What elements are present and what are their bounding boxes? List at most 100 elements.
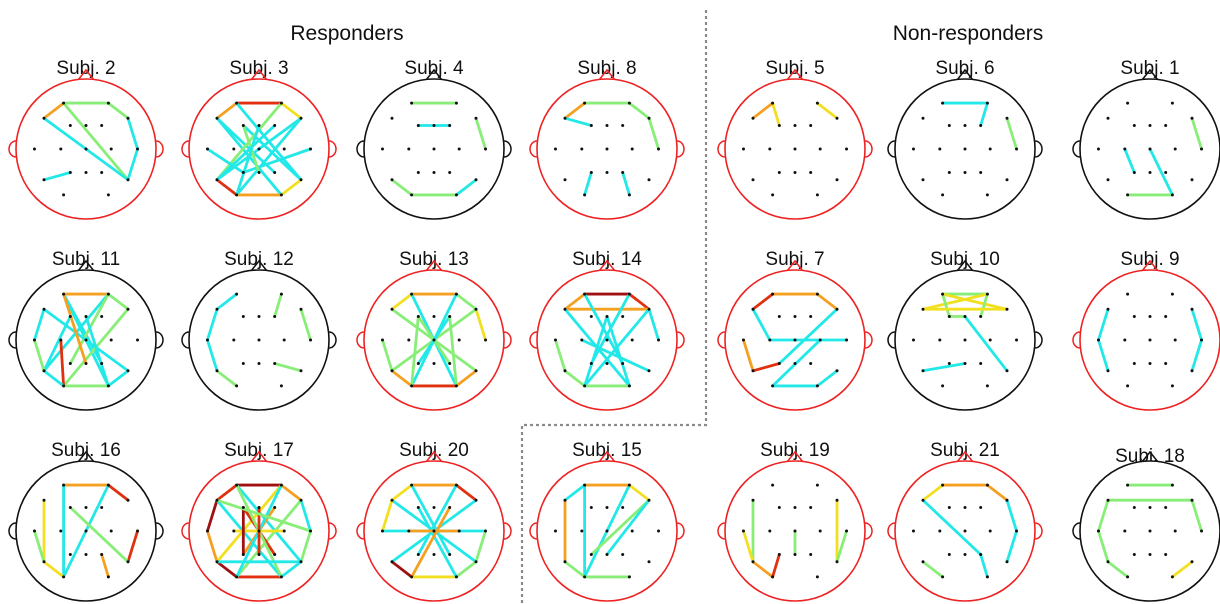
electrode-dot <box>1005 178 1009 182</box>
electrode-dot <box>457 529 461 533</box>
head-plot: Subj. 17 <box>181 440 337 602</box>
electrode-dot <box>454 384 458 388</box>
right-ear <box>1034 331 1043 349</box>
electrode-dot <box>921 116 925 120</box>
electrode-dot <box>299 560 303 564</box>
connection-line <box>279 101 303 120</box>
subject-title: Subj. 9 <box>1120 249 1179 270</box>
nose <box>250 68 268 81</box>
subject-title: Subj. 20 <box>399 440 469 461</box>
connection-line <box>42 560 65 579</box>
connection-line <box>416 506 458 579</box>
subject-title: Subj. 14 <box>572 249 642 270</box>
connection-line <box>454 560 478 579</box>
connection-line <box>62 292 88 365</box>
electrode-dot <box>109 338 113 342</box>
electrode-dot <box>1132 505 1136 509</box>
electrode-dot <box>215 369 219 373</box>
electrode-dot <box>232 147 236 151</box>
head-plot: Subj. 13 <box>356 249 512 411</box>
connection-line <box>1097 307 1110 342</box>
electrode-dot <box>32 147 36 151</box>
connection-line <box>215 124 277 182</box>
electrode-dot <box>1106 307 1110 311</box>
connection-line <box>454 292 478 311</box>
electrode-dot <box>777 553 781 557</box>
electrode-dot <box>1148 553 1152 557</box>
electrode-dot <box>282 147 286 151</box>
electrode-dot <box>279 384 283 388</box>
head-plot: Subj. 3 <box>181 58 337 220</box>
electrode-dot <box>793 171 797 175</box>
left-ear <box>181 331 190 349</box>
head-plot: Subj. 19 <box>717 440 873 602</box>
electrode-dot <box>1200 529 1204 533</box>
electrode-dot <box>474 498 478 502</box>
electrode-dot <box>1164 123 1168 127</box>
electrode-dot <box>751 560 755 564</box>
electrode-dot <box>941 101 945 105</box>
electrode-dot <box>416 553 420 557</box>
head-plot: Subj. 14 <box>529 249 685 411</box>
electrode-dot <box>835 560 839 564</box>
connection-line <box>42 315 72 373</box>
electrode-dot <box>771 384 775 388</box>
connection-line <box>589 498 651 556</box>
electrode-dot <box>474 116 478 120</box>
electrode-dot <box>1005 560 1009 564</box>
electrode-dot <box>68 362 72 366</box>
nose <box>956 259 974 272</box>
connection-line <box>474 529 487 564</box>
electrode-dot <box>751 307 755 311</box>
electrode-dot <box>605 123 609 127</box>
electrode-dot <box>1190 178 1194 182</box>
electrode-dot <box>815 101 819 105</box>
electrode-dot <box>106 193 110 197</box>
electrode-dot <box>106 483 110 487</box>
connection-line <box>1123 147 1136 174</box>
electrode-dot <box>68 171 72 175</box>
electrode-dot <box>751 116 755 120</box>
left-ear <box>1072 331 1081 349</box>
electrode-dot <box>911 147 915 151</box>
connection-line <box>554 338 567 373</box>
electrode-dot <box>589 314 593 318</box>
electrode-dot <box>232 529 236 533</box>
electrode-dot <box>921 498 925 502</box>
electrode-dot <box>938 338 942 342</box>
electrode-dot <box>793 123 797 127</box>
connection-line <box>299 307 312 342</box>
electrode-dot <box>59 147 63 151</box>
electrode-dot <box>988 529 992 533</box>
electrode-dot <box>621 171 625 175</box>
nose <box>1141 259 1159 272</box>
electrode-dot <box>100 505 104 509</box>
connection-line <box>410 315 420 388</box>
electrode-dot <box>1200 338 1204 342</box>
electrode-dot <box>454 575 458 579</box>
nose <box>425 259 443 272</box>
electrode-dot <box>126 369 130 373</box>
electrode-dot <box>1132 362 1136 366</box>
electrode-dot <box>205 338 209 342</box>
connection-line <box>215 369 239 388</box>
electrode-dot <box>1096 147 1100 151</box>
electrode-dot <box>589 171 593 175</box>
electrode-dot <box>257 338 261 342</box>
electrode-dot <box>126 307 130 311</box>
connection-line <box>474 116 487 151</box>
electrode-dot <box>448 553 452 557</box>
connection-line <box>279 560 303 579</box>
electrode-dot <box>963 505 967 509</box>
electrode-dot <box>583 101 587 105</box>
left-ear <box>717 140 726 158</box>
nose <box>77 68 95 81</box>
connection-line <box>215 483 239 502</box>
connection-line <box>1005 498 1018 533</box>
connection-line <box>273 292 283 318</box>
connection-line <box>381 498 394 533</box>
electrode-dot <box>380 147 384 151</box>
electrode-dot <box>32 338 36 342</box>
electrode-dot <box>1132 123 1136 127</box>
connection-line <box>454 483 478 502</box>
